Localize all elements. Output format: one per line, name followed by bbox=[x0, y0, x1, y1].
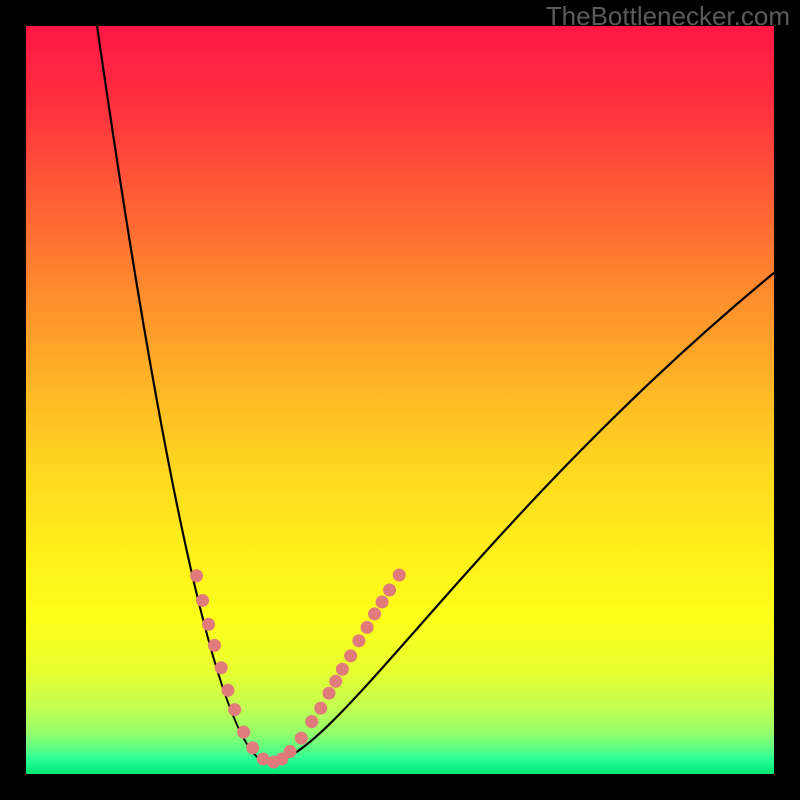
scatter-dot bbox=[322, 687, 335, 700]
scatter-dot bbox=[208, 639, 221, 652]
scatter-dot bbox=[215, 661, 228, 674]
scatter-dots bbox=[190, 569, 406, 769]
scatter-dot bbox=[314, 702, 327, 715]
scatter-dot bbox=[344, 649, 357, 662]
plot-area bbox=[26, 26, 774, 774]
watermark-text: TheBottlenecker.com bbox=[546, 1, 790, 32]
scatter-dot bbox=[284, 745, 297, 758]
scatter-dot bbox=[336, 663, 349, 676]
scatter-dot bbox=[361, 621, 374, 634]
scatter-dot bbox=[376, 595, 389, 608]
scatter-dot bbox=[352, 634, 365, 647]
scatter-dot bbox=[246, 741, 259, 754]
scatter-dot bbox=[329, 675, 342, 688]
scatter-dot bbox=[190, 569, 203, 582]
scatter-dot bbox=[196, 594, 209, 607]
scatter-dot bbox=[221, 684, 234, 697]
curve-layer bbox=[26, 26, 774, 774]
scatter-dot bbox=[202, 618, 215, 631]
scatter-dot bbox=[305, 715, 318, 728]
scatter-dot bbox=[393, 569, 406, 582]
bottleneck-curve bbox=[97, 26, 774, 763]
scatter-dot bbox=[383, 583, 396, 596]
scatter-dot bbox=[368, 607, 381, 620]
scatter-dot bbox=[295, 732, 308, 745]
chart-frame bbox=[0, 0, 800, 800]
scatter-dot bbox=[228, 703, 241, 716]
scatter-dot bbox=[237, 726, 250, 739]
